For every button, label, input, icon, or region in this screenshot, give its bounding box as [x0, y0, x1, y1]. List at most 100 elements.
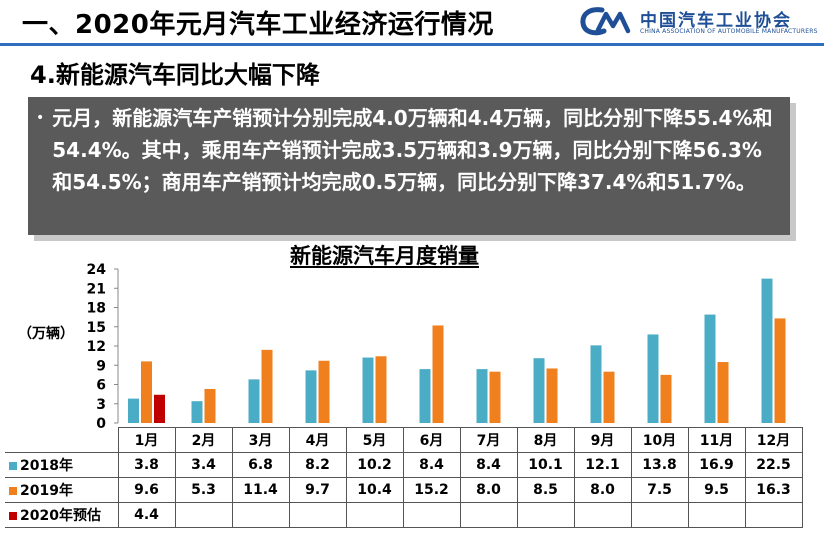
- bar-1-4: [375, 356, 387, 423]
- section-subtitle: 4.新能源汽车同比大幅下降: [30, 61, 320, 89]
- table-row: 2020年预估 4.4: [5, 502, 803, 528]
- legend-swatch-icon: [9, 512, 17, 520]
- data-label: 8.0: [573, 477, 632, 503]
- data-label: 6.8: [231, 452, 290, 478]
- y-tick-label: 6: [96, 378, 106, 394]
- bar-0-11: [761, 278, 773, 423]
- caam-logo-icon: [580, 7, 631, 36]
- data-label: 8.0: [459, 477, 518, 503]
- y-tick-label: 0: [96, 416, 106, 432]
- bar-0-3: [305, 370, 317, 423]
- x-tick-label: 2月: [174, 427, 233, 453]
- data-label: 8.5: [516, 477, 575, 503]
- data-label: 4.4: [117, 502, 176, 528]
- bar-1-1: [204, 388, 216, 423]
- x-tick-label: 10月: [630, 427, 689, 453]
- legend-label: 2018年: [20, 458, 73, 474]
- bar-1-5: [432, 325, 444, 423]
- data-label: 8.4: [402, 452, 461, 478]
- bar-0-5: [419, 369, 431, 423]
- data-label: 9.5: [687, 477, 746, 503]
- y-tick-label: 15: [87, 320, 106, 336]
- bar-chart: 0 3 6 9 12 15 18 21 24: [87, 262, 786, 432]
- data-label: 11.4: [231, 477, 290, 503]
- header: 一、2020年元月汽车工业经济运行情况 中国汽车工业协会 CHINA ASSOC…: [0, 0, 824, 46]
- data-label: [630, 502, 689, 528]
- bar-0-6: [476, 369, 488, 423]
- data-label: [402, 502, 461, 528]
- table-header-row: 1月 2月 3月 4月 5月 6月 7月 8月 9月 10月 11月 12月: [5, 427, 803, 453]
- bar-1-3: [318, 360, 330, 423]
- bar-0-1: [191, 401, 203, 423]
- page-title: 一、2020年元月汽车工业经济运行情况: [22, 10, 494, 40]
- summary-text: 元月，新能源汽车产销预计分别完成4.0万辆和4.4万辆，同比分别下降55.4%和…: [52, 106, 773, 194]
- legend-entry: 2019年: [5, 477, 119, 503]
- bar-1-7: [546, 368, 558, 423]
- data-label: [174, 502, 233, 528]
- data-label: [687, 502, 746, 528]
- bar-1-2: [261, 349, 273, 423]
- y-tick-label: 12: [87, 339, 106, 355]
- bar-2-0: [154, 394, 165, 423]
- bar-1-0: [141, 361, 152, 423]
- y-tick-label: 9: [96, 358, 106, 374]
- data-label: 10.1: [516, 452, 575, 478]
- x-tick-label: 1月: [117, 427, 176, 453]
- x-tick-label: 7月: [459, 427, 518, 453]
- x-tick-label: 3月: [231, 427, 290, 453]
- bar-0-2: [248, 379, 260, 423]
- bar-0-10: [704, 314, 716, 423]
- x-tick-label: 4月: [288, 427, 347, 453]
- data-label: 7.5: [630, 477, 689, 503]
- y-tick-label: 18: [87, 301, 106, 317]
- bar-1-10: [717, 362, 729, 423]
- data-label: 5.3: [174, 477, 233, 503]
- table-corner: [5, 427, 119, 453]
- data-label: 15.2: [402, 477, 461, 503]
- bar-0-0: [128, 398, 139, 423]
- data-label: 22.5: [744, 452, 803, 478]
- y-tick-label: 24: [87, 262, 107, 278]
- legend-entry: 2020年预估: [5, 502, 119, 528]
- data-label: 8.2: [288, 452, 347, 478]
- x-tick-label: 11月: [687, 427, 746, 453]
- bar-0-9: [647, 334, 659, 423]
- data-label: 16.9: [687, 452, 746, 478]
- legend-entry: 2018年: [5, 452, 119, 478]
- y-axis-unit-label: （万辆）: [18, 326, 74, 342]
- bar-0-8: [590, 345, 602, 423]
- x-tick-label: 9月: [573, 427, 632, 453]
- y-tick-label: 3: [96, 397, 106, 413]
- data-label: [345, 502, 404, 528]
- header-divider: [0, 43, 824, 46]
- legend-label: 2020年预估: [20, 508, 101, 524]
- legend-swatch-icon: [9, 487, 17, 495]
- x-tick-label: 5月: [345, 427, 404, 453]
- logo-text-cn: 中国汽车工业协会: [640, 11, 792, 31]
- legend-swatch-icon: [9, 462, 17, 470]
- bar-0-7: [533, 358, 545, 423]
- data-label: 16.3: [744, 477, 803, 503]
- bullet-marker: •: [36, 110, 45, 126]
- legend-label: 2019年: [20, 483, 73, 499]
- summary-box: • 元月，新能源汽车产销预计分别完成4.0万辆和4.4万辆，同比分别下降55.4…: [28, 97, 790, 235]
- bar-1-8: [603, 371, 615, 423]
- bar-1-11: [774, 318, 786, 423]
- logo-text-en: CHINA ASSOCIATION OF AUTOMOBILE MANUFACT…: [640, 28, 818, 35]
- data-label: [288, 502, 347, 528]
- data-label: 12.1: [573, 452, 632, 478]
- bar-1-9: [660, 374, 672, 423]
- data-label: 13.8: [630, 452, 689, 478]
- data-label: [744, 502, 803, 528]
- data-label: [231, 502, 290, 528]
- logo: 中国汽车工业协会 CHINA ASSOCIATION OF AUTOMOBILE…: [580, 4, 820, 40]
- data-label: 8.4: [459, 452, 518, 478]
- chart-title: 新能源汽车月度销量: [290, 244, 479, 268]
- data-label: [573, 502, 632, 528]
- x-tick-label: 6月: [402, 427, 461, 453]
- bar-1-6: [489, 371, 501, 423]
- data-table: 1月 2月 3月 4月 5月 6月 7月 8月 9月 10月 11月 12月 2018年 3.8 3.4 6.…: [5, 427, 803, 528]
- table-row: 2018年 3.8 3.4 6.8 8.2 10.2 8.4 8.4 10.1 12.1 13.8 1…: [5, 452, 803, 478]
- table-row: 2019年 9.6 5.3 11.4 9.7 10.4 15.2 8.0 8.5 8.0 7.5 9.…: [5, 477, 803, 503]
- data-label: 10.4: [345, 477, 404, 503]
